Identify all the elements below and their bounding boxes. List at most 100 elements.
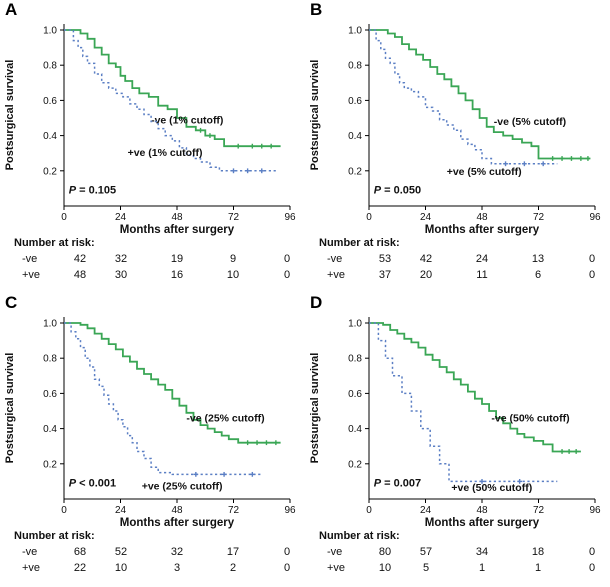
- x-axis-title: Months after surgery: [425, 517, 540, 529]
- p-value-label: P = 0.007: [374, 478, 421, 490]
- risk-table-header: Number at risk:: [14, 237, 95, 249]
- risk-value: 0: [589, 562, 595, 574]
- x-tick-label: 0: [61, 212, 67, 223]
- risk-value: 17: [227, 546, 239, 558]
- y-tick-label: 1.0: [43, 319, 57, 330]
- risk-value: 10: [115, 562, 127, 574]
- x-tick-label: 72: [533, 212, 545, 223]
- x-axis-title: Months after surgery: [120, 517, 235, 529]
- x-tick-label: 24: [115, 212, 127, 223]
- y-tick-label: 1.0: [348, 26, 362, 37]
- risk-value: 13: [532, 253, 544, 265]
- y-tick-label: 0.6: [43, 96, 57, 107]
- y-tick-label: 0.4: [348, 424, 362, 435]
- km-plot-c: 0.2 0.4 0.6 0.8 1.0 0 24 48 72 96 Postsurgical sur…: [4, 317, 296, 574]
- y-tick-label: 0.8: [348, 354, 362, 365]
- risk-value: 19: [171, 253, 183, 265]
- y-axis-title: Postsurgical survival: [4, 60, 16, 171]
- risk-value: 0: [284, 253, 290, 265]
- risk-value: 2: [230, 562, 236, 574]
- x-tick-label: 24: [420, 505, 432, 516]
- x-tick-label: 72: [228, 212, 240, 223]
- y-tick-label: 0.2: [43, 166, 57, 177]
- km-curve-negative: [369, 29, 591, 160]
- y-axis-title: Postsurgical survival: [4, 353, 16, 464]
- p-value-label: P = 0.050: [374, 185, 421, 197]
- risk-value: 16: [171, 269, 183, 281]
- y-tick-label: 0.4: [43, 424, 57, 435]
- risk-value: 37: [379, 269, 391, 281]
- panel-d: D 0.2 0.4 0.6 0.8 1.0 0 24 48 72 96 Postsurgical s…: [305, 293, 610, 586]
- risk-table-header: Number at risk:: [14, 530, 95, 542]
- panel-a-letter: A: [5, 0, 18, 19]
- x-tick-label: 96: [284, 505, 296, 516]
- risk-row-label: +ve: [327, 562, 345, 574]
- km-curve-negative: [64, 29, 281, 148]
- panel-b: B 0.2 0.4 0.6 0.8 1.0 0 24 48 72 96 Postsurgical s…: [305, 0, 610, 293]
- km-curve-positive: [369, 29, 558, 165]
- risk-value: 0: [589, 253, 595, 265]
- risk-value: 48: [74, 269, 86, 281]
- x-tick-label: 0: [61, 505, 67, 516]
- risk-value: 0: [589, 269, 595, 281]
- y-tick-label: 0.4: [348, 131, 362, 142]
- x-axis-title: Months after surgery: [425, 224, 540, 236]
- x-tick-label: 72: [228, 505, 240, 516]
- risk-value: 20: [420, 269, 432, 281]
- x-tick-label: 72: [533, 505, 545, 516]
- y-tick-label: 0.8: [348, 61, 362, 72]
- km-curve-positive: [369, 322, 558, 483]
- y-tick-label: 0.8: [43, 354, 57, 365]
- risk-value: 24: [476, 253, 488, 265]
- risk-value: 80: [379, 546, 391, 558]
- legend-label-positive: +ve (5% cutoff): [447, 166, 522, 178]
- x-tick-label: 24: [115, 505, 127, 516]
- y-tick-label: 0.6: [348, 389, 362, 400]
- risk-row-label: -ve: [327, 546, 342, 558]
- risk-value: 52: [115, 546, 127, 558]
- risk-row-label: -ve: [327, 253, 342, 265]
- x-tick-label: 48: [476, 505, 488, 516]
- panel-c-letter: C: [5, 293, 18, 312]
- x-tick-label: 0: [366, 505, 372, 516]
- risk-value: 30: [115, 269, 127, 281]
- risk-value: 0: [589, 546, 595, 558]
- legend-label-negative: -ve (25% cutoff): [186, 413, 264, 425]
- risk-value: 10: [379, 562, 391, 574]
- x-tick-label: 96: [589, 212, 601, 223]
- x-tick-label: 96: [284, 212, 296, 223]
- panel-a: A 0.2 0.4 0.6 0.8 1.0 0 24 48 72 96 Postsurgical s…: [0, 0, 305, 293]
- y-tick-label: 0.8: [43, 61, 57, 72]
- x-axis-title: Months after surgery: [120, 224, 235, 236]
- legend-label-positive: +ve (1% cutoff): [128, 147, 203, 159]
- y-tick-label: 0.6: [348, 96, 362, 107]
- risk-row-label: +ve: [327, 269, 345, 281]
- y-tick-label: 0.2: [348, 459, 362, 470]
- risk-table-header: Number at risk:: [319, 530, 400, 542]
- x-tick-label: 48: [171, 505, 183, 516]
- risk-value: 32: [171, 546, 183, 558]
- legend-label-negative: -ve (50% cutoff): [491, 413, 569, 425]
- risk-row-label: +ve: [22, 269, 40, 281]
- risk-row-label: -ve: [22, 253, 37, 265]
- legend-label-positive: +ve (25% cutoff): [142, 480, 223, 492]
- risk-value: 22: [74, 562, 86, 574]
- x-tick-label: 48: [476, 212, 488, 223]
- legend-label-negative: -ve (1% cutoff): [151, 114, 223, 126]
- km-plot-a: 0.2 0.4 0.6 0.8 1.0 0 24 48 72 96 Postsurgical sur…: [4, 24, 296, 281]
- y-tick-label: 0.2: [43, 459, 57, 470]
- y-axis-title: Postsurgical survival: [309, 60, 321, 171]
- y-tick-label: 0.2: [348, 166, 362, 177]
- risk-value: 32: [115, 253, 127, 265]
- risk-value: 0: [284, 546, 290, 558]
- panel-c: C 0.2 0.4 0.6 0.8 1.0 0 24 48 72 96 Postsurgical s…: [0, 293, 305, 586]
- km-curve-negative: [64, 322, 281, 444]
- risk-value: 68: [74, 546, 86, 558]
- risk-value: 6: [535, 269, 541, 281]
- legend-label-positive: +ve (50% cutoff): [451, 482, 532, 494]
- p-value-label: P < 0.001: [69, 478, 116, 490]
- km-curve-negative: [369, 322, 581, 453]
- p-value-label: P = 0.105: [69, 185, 116, 197]
- risk-value: 53: [379, 253, 391, 265]
- legend-label-negative: -ve (5% cutoff): [494, 116, 566, 128]
